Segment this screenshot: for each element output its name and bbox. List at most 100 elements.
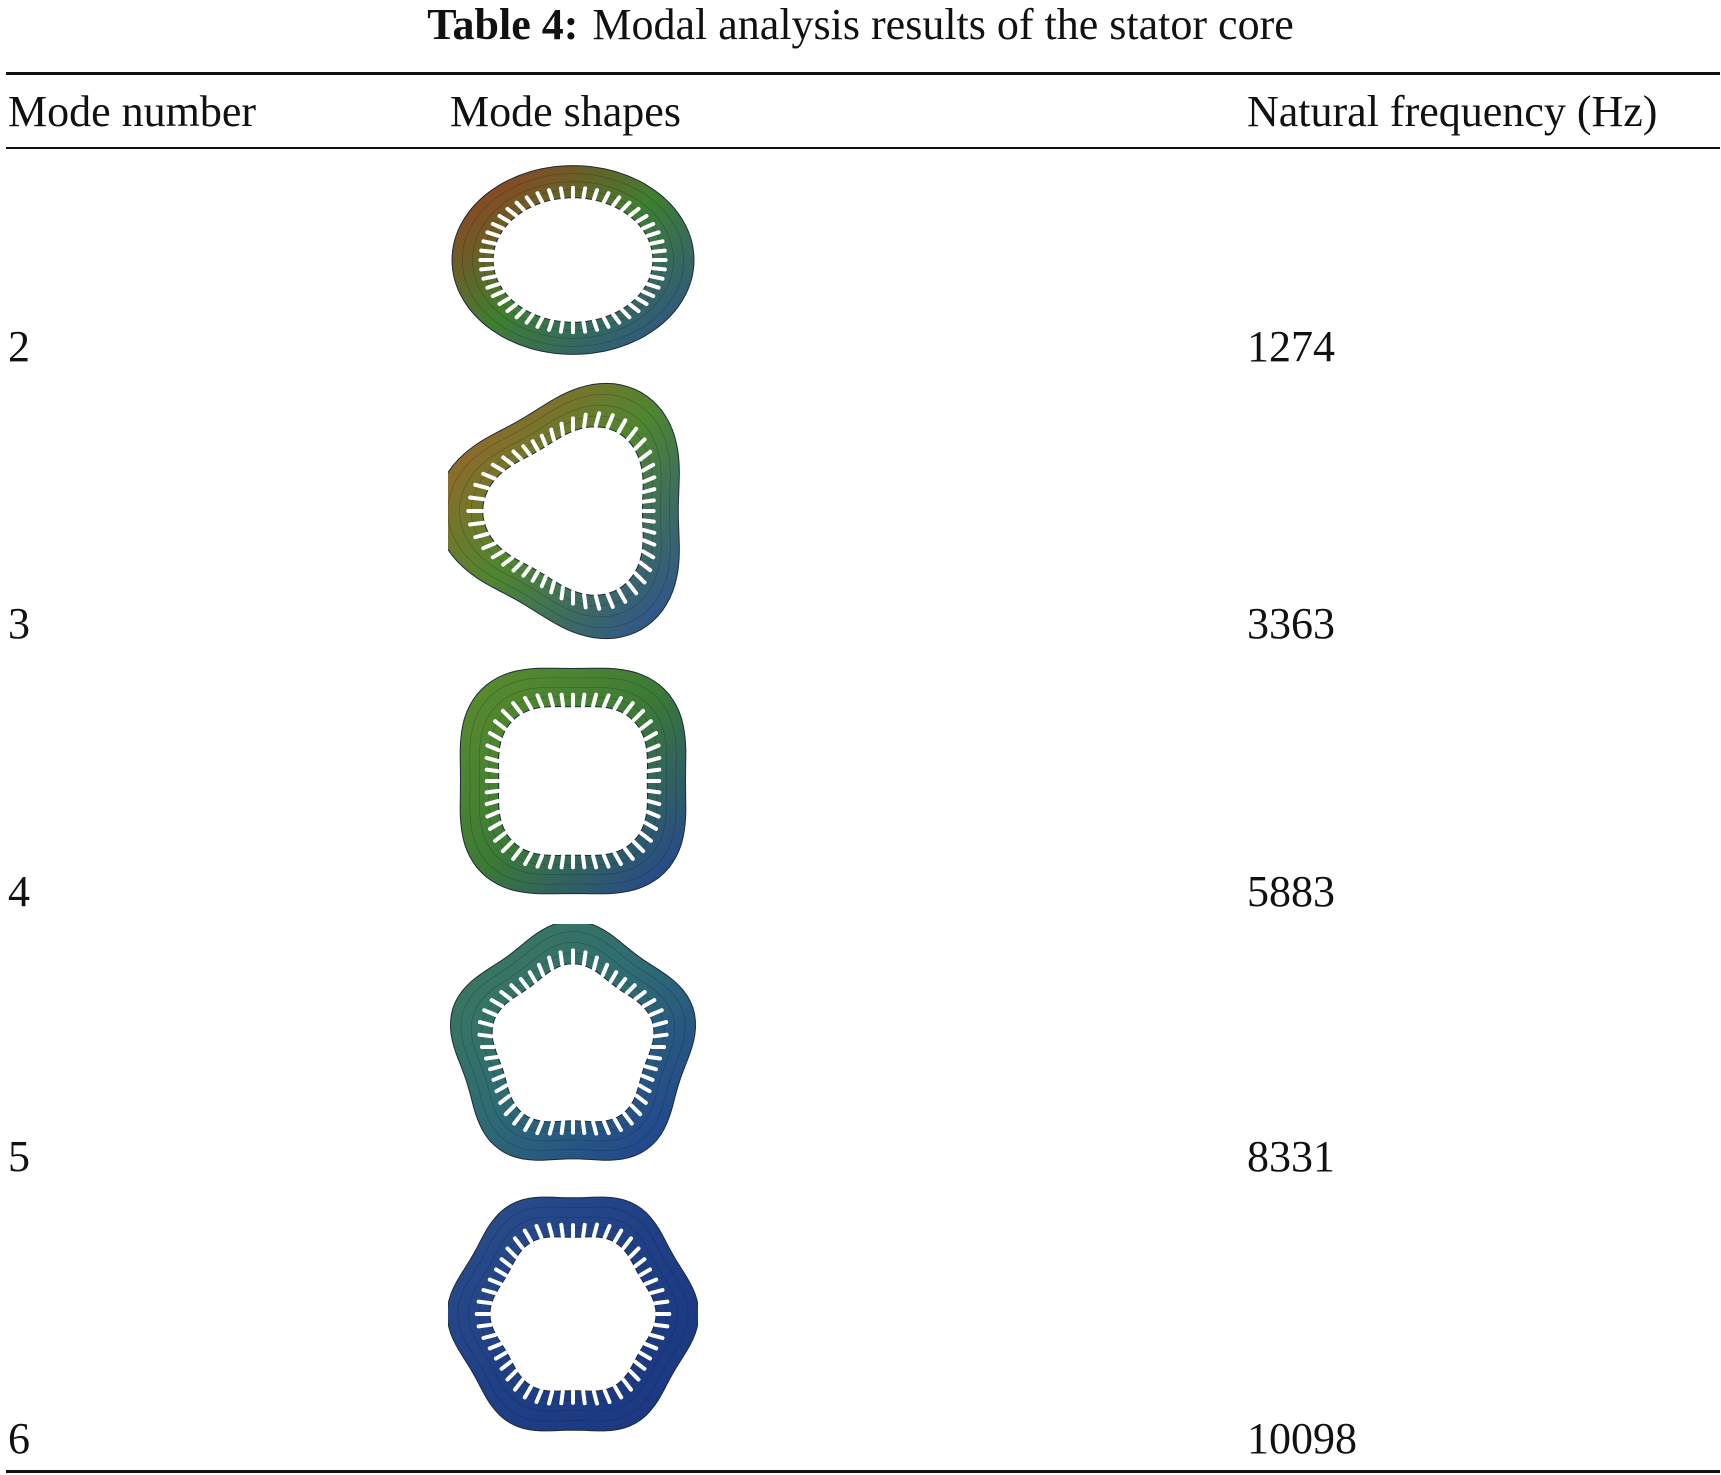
frequency-cell: 5883 — [1247, 867, 1335, 916]
stator-slot — [591, 188, 599, 202]
stator-slot — [534, 1224, 544, 1240]
stator-slot — [485, 743, 501, 753]
stator-slot — [641, 528, 657, 535]
stator-slot — [638, 560, 653, 573]
frequency-cell: 10098 — [1247, 1414, 1357, 1463]
frequency-cell: 8331 — [1247, 1132, 1335, 1181]
stator-slot — [499, 1359, 513, 1371]
stator-slot — [524, 312, 535, 325]
stator-slot — [536, 962, 546, 978]
stator-slot — [646, 1055, 662, 1061]
stator-slot — [638, 831, 653, 843]
stator-slot — [641, 518, 656, 524]
stator-slot — [479, 248, 495, 254]
mesh-line — [461, 173, 685, 347]
stator-slot — [643, 1342, 659, 1351]
stator-slot — [623, 846, 635, 861]
stator-slot — [593, 594, 602, 611]
stator-slot — [645, 743, 661, 753]
stator-slot — [499, 1257, 513, 1269]
stator-slot — [547, 854, 555, 870]
stator-slot — [601, 853, 611, 869]
mode-number-cell: 2 — [8, 322, 30, 371]
stator-slot — [521, 565, 532, 578]
stator-slot — [490, 221, 506, 231]
stator-slot — [591, 1389, 599, 1406]
mesh-line — [468, 1216, 678, 1412]
stator-slot — [622, 1111, 634, 1126]
stator-slot — [633, 990, 647, 1002]
mesh-line — [448, 393, 671, 629]
stator-slot — [494, 1350, 508, 1361]
frequency-cell: 1274 — [1247, 322, 1335, 371]
stator-triangle-mode-icon — [448, 382, 680, 640]
mode-shape-figure — [448, 380, 698, 642]
stator-slot — [635, 214, 649, 224]
stator-slot — [612, 1384, 624, 1400]
stator-slot — [580, 854, 587, 870]
stator-slot — [643, 1277, 659, 1286]
stator-slot — [638, 449, 653, 462]
stator-slot — [645, 282, 661, 290]
mode-shape-figure — [448, 924, 698, 1170]
stator-ellipse-mode-icon — [451, 165, 695, 355]
stator-slot — [616, 977, 628, 990]
stator-slot — [473, 482, 490, 491]
stator-slot — [511, 846, 523, 861]
stator-slot — [547, 318, 555, 332]
stator-slot — [539, 433, 548, 448]
stator-slot — [651, 248, 667, 254]
stator-slot — [648, 1008, 664, 1017]
stator-slot — [638, 1267, 652, 1278]
stator-slot — [638, 719, 653, 731]
stator-slot — [641, 487, 657, 494]
stator-slot — [648, 274, 665, 281]
stator-slot — [493, 831, 508, 843]
stator-slot — [637, 1083, 652, 1094]
stator-slot — [620, 200, 632, 213]
mode-number-cell: 6 — [8, 1414, 30, 1463]
stator-slot — [487, 1277, 503, 1286]
stator-slot — [638, 1350, 652, 1361]
stator-slot — [500, 708, 514, 722]
stator-slot — [511, 701, 523, 716]
stator-slot — [591, 318, 599, 332]
stator-slot — [530, 569, 540, 583]
stator-slot — [481, 1288, 498, 1296]
stator-slot — [535, 1120, 544, 1136]
stator-slot — [559, 854, 566, 870]
stator-slot — [476, 1299, 493, 1306]
stator-slot — [522, 1384, 534, 1400]
mode-shape-figure — [448, 656, 698, 906]
stator-slot — [481, 239, 498, 246]
mode-number-cell: 4 — [8, 867, 30, 916]
stator-slot — [559, 1119, 566, 1135]
stator-slot — [600, 962, 610, 978]
stator-slot — [487, 1342, 503, 1351]
header-mode-number: Mode number — [8, 87, 257, 136]
header-natural-frequency: Natural frequency (Hz) — [1247, 87, 1658, 136]
table-caption: Table 4: Modal analysis results of the st… — [0, 0, 1721, 56]
stator-slot — [476, 1322, 493, 1329]
stator-slot — [559, 1222, 565, 1239]
mode-number-cell: 3 — [8, 599, 30, 648]
stator-slot — [527, 970, 538, 984]
stator-slot — [641, 498, 656, 504]
stator-slot — [651, 266, 667, 272]
stator-slot — [512, 1111, 524, 1126]
stator-hexagon-mode-icon — [448, 1196, 698, 1432]
stator-slot — [646, 755, 662, 763]
stator-slot — [523, 851, 534, 866]
stator-slot — [629, 1103, 643, 1117]
stator-slot — [505, 206, 518, 218]
stator-slot — [645, 809, 661, 819]
stator-slot — [485, 809, 501, 819]
stator-slot — [633, 1257, 647, 1269]
stator-slot — [547, 1120, 555, 1136]
stator-slot — [499, 990, 513, 1002]
stator-slot — [611, 195, 622, 208]
mesh-line — [479, 687, 667, 875]
stator-slot — [591, 854, 599, 870]
stator-slot — [488, 820, 503, 831]
stator-slot — [535, 693, 545, 709]
